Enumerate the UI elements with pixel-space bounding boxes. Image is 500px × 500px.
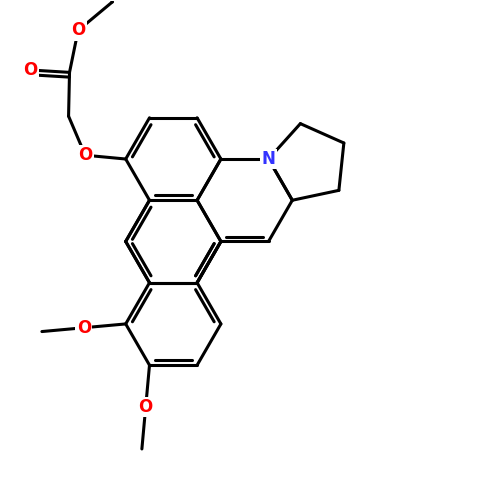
Text: O: O: [71, 22, 85, 40]
Text: O: O: [76, 318, 91, 336]
Text: N: N: [262, 150, 276, 168]
Text: O: O: [138, 398, 153, 416]
Text: O: O: [24, 61, 38, 79]
Text: O: O: [78, 146, 92, 164]
